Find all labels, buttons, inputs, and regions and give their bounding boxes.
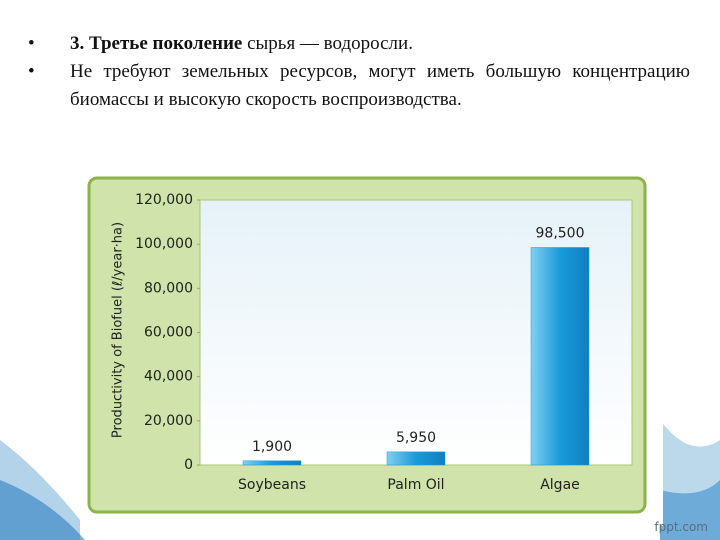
bar (530, 247, 590, 466)
y-tick-label: 120,000 (135, 192, 193, 208)
wave (0, 480, 85, 540)
bullet-bold: 3. Третье поколение (70, 33, 243, 54)
y-tick-label: 20,000 (144, 413, 193, 429)
bullet: • Не требуют земельных ресурсов, могут им… (28, 58, 690, 114)
y-tick-label: 40,000 (144, 369, 193, 385)
x-tick-label: Soybeans (238, 477, 306, 493)
data-label: 5,950 (396, 430, 436, 446)
x-tick-label: Palm Oil (387, 477, 444, 493)
y-tick-label: 0 (184, 457, 193, 473)
bullet-text: Не требуют земельных ресурсов, могут име… (70, 61, 690, 110)
bullet-list: • 3. Третье поколение сырья — водоросли. … (28, 30, 690, 114)
y-axis-label: Productivity of Biofuel (ℓ/year·ha) (111, 222, 126, 438)
y-tick-label: 60,000 (144, 325, 193, 341)
data-label: 98,500 (536, 225, 585, 241)
bar (386, 451, 446, 466)
bullet: • 3. Третье поколение сырья — водоросли. (28, 33, 413, 54)
x-tick-label: Algae (540, 477, 580, 493)
data-label: 1,900 (252, 439, 292, 455)
bar (242, 460, 302, 466)
y-tick-label: 100,000 (135, 236, 193, 252)
bullet-text: сырья — водоросли. (242, 33, 413, 54)
y-tick-label: 80,000 (144, 280, 193, 296)
wave (660, 480, 720, 540)
footer: fppt.com (654, 520, 708, 534)
